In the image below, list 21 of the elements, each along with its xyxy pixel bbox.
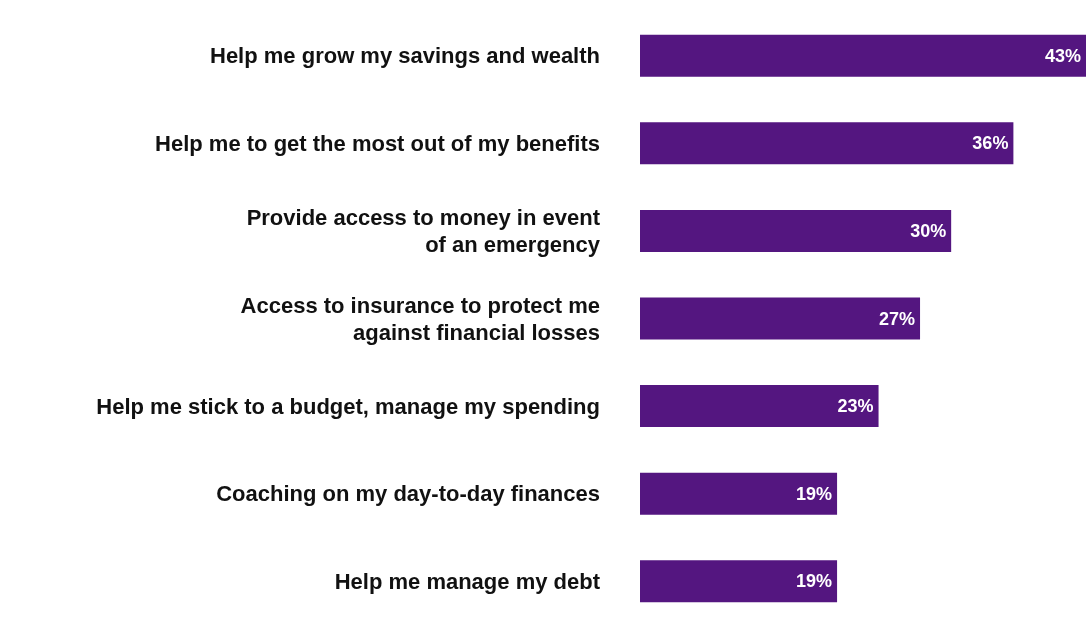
bar <box>640 297 921 340</box>
bar <box>640 472 838 515</box>
data-label: 19% <box>796 483 833 504</box>
bar <box>640 209 952 252</box>
y-tick-label: Provide access to money in event of an emergency <box>246 204 601 257</box>
data-label: 27% <box>879 308 916 329</box>
data-label: 19% <box>796 571 833 592</box>
y-tick-label: Coaching on my day-to-day finances <box>216 481 600 507</box>
y-tick-label: Help me grow my savings and wealth <box>210 43 600 69</box>
bar <box>640 385 879 428</box>
bar <box>640 122 1014 165</box>
data-label: 23% <box>837 396 874 417</box>
y-tick-label: Help me stick to a budget, manage my spending <box>96 393 600 419</box>
y-tick-label: Help me to get the most out of my benefits <box>155 130 600 156</box>
data-label: 43% <box>1044 45 1081 66</box>
y-tick-label: Access to insurance to protect me against financial losses <box>240 292 600 345</box>
data-label: 30% <box>910 220 947 241</box>
data-label: 36% <box>972 133 1009 154</box>
bar <box>640 34 1086 77</box>
bar <box>640 560 838 603</box>
y-tick-label: Help me manage my debt <box>334 568 601 594</box>
